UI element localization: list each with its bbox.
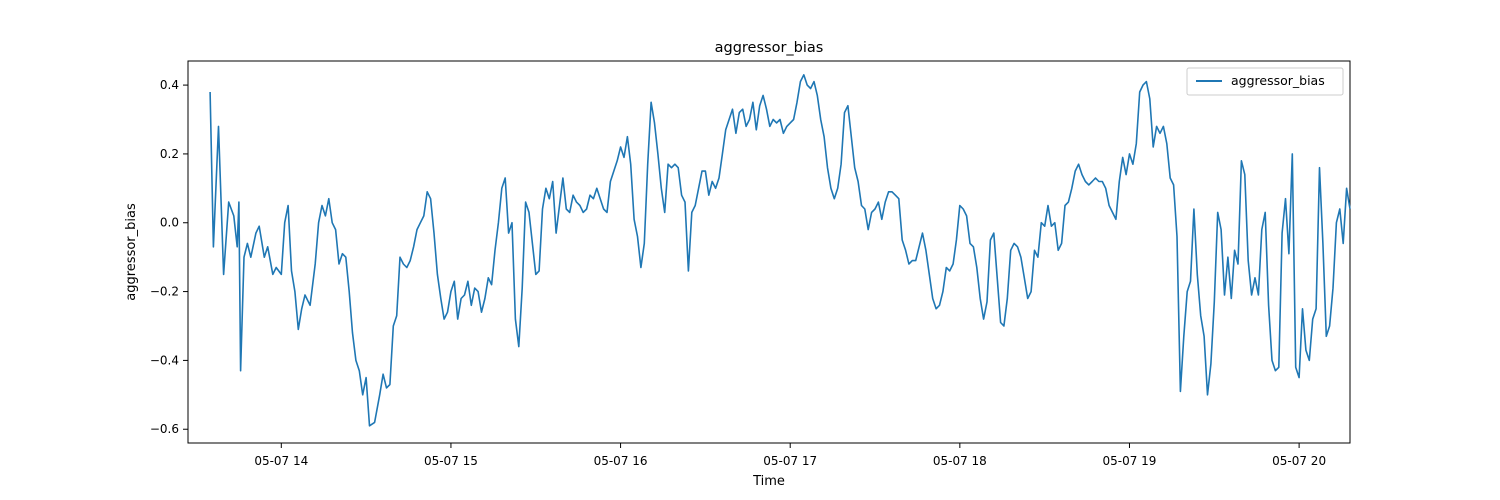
x-tick-label: 05-07 15 — [424, 454, 478, 468]
x-tick-label: 05-07 14 — [254, 454, 308, 468]
legend: aggressor_bias — [1186, 67, 1344, 96]
x-tick-label: 05-07 20 — [1272, 454, 1326, 468]
legend-box — [1186, 67, 1344, 96]
y-tick-label: −0.2 — [150, 285, 179, 299]
x-tick-label: 05-07 18 — [933, 454, 987, 468]
x-tick-label: 05-07 16 — [594, 454, 648, 468]
x-tick-label: 05-07 19 — [1102, 454, 1156, 468]
y-tick-label: −0.4 — [150, 353, 179, 367]
y-tick-label: 0.2 — [160, 147, 179, 161]
y-tick-label: 0.0 — [160, 216, 179, 230]
y-tick-label: −0.6 — [150, 422, 179, 436]
y-axis-label: aggressor_bias — [124, 203, 139, 301]
legend-label: aggressor_bias — [1231, 73, 1325, 88]
series-layer — [209, 74, 1351, 427]
x-axis: 05-07 14 05-07 15 05-07 16 05-07 17 05-07 18… — [254, 443, 1326, 468]
x-axis-label: Time — [752, 474, 785, 489]
x-tick-label: 05-07 17 — [763, 454, 817, 468]
series-line-aggressor_bias — [209, 74, 1351, 427]
y-axis: 0.4 0.2 0.0 −0.2 −0.4 −0.6 — [150, 78, 188, 436]
y-tick-label: 0.4 — [160, 78, 179, 92]
chart-title: aggressor_bias — [715, 40, 824, 56]
